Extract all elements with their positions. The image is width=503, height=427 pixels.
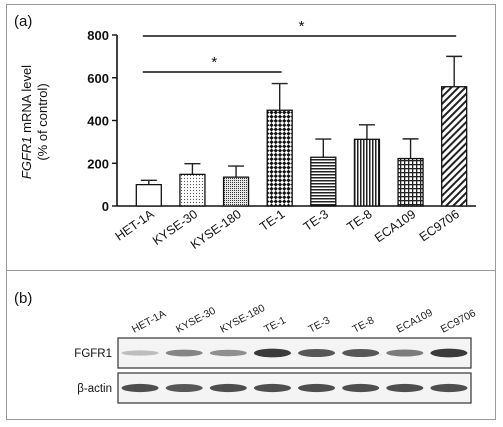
blot-band <box>253 348 291 358</box>
blot-band <box>386 383 424 393</box>
blot-band <box>121 350 159 356</box>
blot-band <box>342 349 380 357</box>
blot-band <box>430 383 468 393</box>
panel-a-label: (a) <box>14 13 32 30</box>
blot-band <box>430 348 468 358</box>
blot-lane-label: EC9706 <box>439 307 478 335</box>
blot-row-label: FGFR1 <box>74 348 112 360</box>
x-tick-label: TE-1 <box>257 207 287 234</box>
y-axis-gene-name: FGFR1 <box>19 136 34 179</box>
blot-band <box>121 383 159 393</box>
y-tick-label: 800 <box>87 28 109 43</box>
panel-b-label: (b) <box>14 290 32 307</box>
bar <box>310 156 337 207</box>
panel-divider <box>6 270 496 271</box>
significance-star: * <box>299 18 305 35</box>
blot-lane-label: KYSE-30 <box>174 305 218 336</box>
bar <box>135 183 162 207</box>
x-tick-label: EC9706 <box>417 207 462 244</box>
x-tick-label: TE-8 <box>344 207 374 234</box>
blot-band <box>165 384 203 392</box>
blot-band <box>298 349 336 357</box>
bar <box>222 176 250 207</box>
blot-band <box>165 349 203 357</box>
bar <box>179 173 206 207</box>
y-tick-label: 600 <box>87 71 109 86</box>
y-axis-title-text: mRNA level <box>19 65 34 137</box>
blot-row-label: β-actin <box>77 383 112 395</box>
bar <box>266 109 293 207</box>
y-tick-label: 400 <box>87 114 109 129</box>
y-tick-label: 0 <box>102 199 109 214</box>
y-axis-title: FGFR1 mRNA level (% of control) <box>19 65 50 179</box>
blot-band <box>386 349 424 357</box>
y-axis-title-line1: FGFR1 mRNA level <box>19 65 34 179</box>
bar <box>441 86 468 207</box>
y-tick-label: 200 <box>87 156 109 171</box>
blot-band <box>342 383 380 393</box>
significance-star: * <box>211 54 217 71</box>
x-tick-label: ECA109 <box>372 207 418 245</box>
blot-lane-label: TE-8 <box>350 314 376 335</box>
blot-band <box>253 383 291 393</box>
blot-band <box>209 383 247 393</box>
bar <box>397 157 424 207</box>
bar <box>353 138 381 207</box>
x-tick-label: TE-3 <box>301 207 331 234</box>
y-axis-title-line2: (% of control) <box>35 83 50 160</box>
blot-lane-label: TE-1 <box>262 314 288 335</box>
blot-band <box>209 349 247 357</box>
blot-band <box>298 383 336 393</box>
blot-lane-label: TE-3 <box>306 314 332 335</box>
blot-lane-label: HET-1A <box>130 308 168 336</box>
blot-lane-label: KYSE-180 <box>218 302 267 336</box>
blot-lane-label: ECA109 <box>395 307 435 336</box>
